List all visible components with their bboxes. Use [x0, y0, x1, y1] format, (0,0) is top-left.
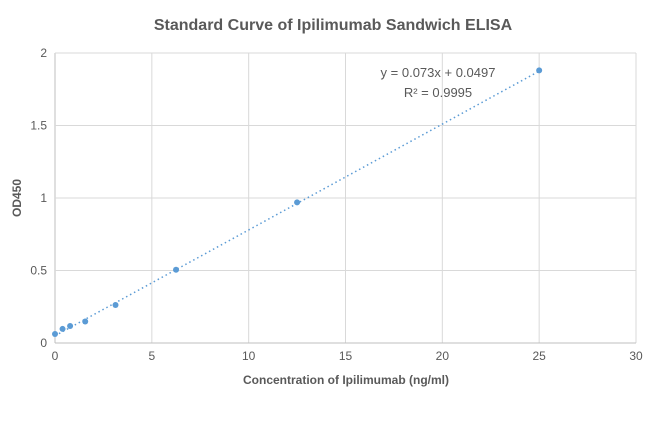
- x-tick-label: 15: [339, 349, 353, 363]
- y-tick-label: 1: [40, 191, 47, 205]
- data-point: [536, 67, 543, 74]
- y-tick-label: 0: [40, 336, 47, 350]
- equation-label: y = 0.073x + 0.0497: [381, 65, 496, 80]
- y-tick-label: 0.5: [30, 264, 47, 278]
- data-point: [59, 325, 66, 332]
- x-tick-label: 0: [52, 349, 59, 363]
- x-tick-label: 20: [436, 349, 450, 363]
- y-axis-label: OD450: [10, 179, 24, 217]
- chart-title: Standard Curve of Ipilimumab Sandwich EL…: [154, 17, 513, 34]
- data-point: [67, 323, 74, 330]
- x-tick-label: 10: [242, 349, 256, 363]
- data-point: [82, 318, 89, 325]
- y-tick-label: 1.5: [30, 119, 47, 133]
- tick-labels: 0 5 10 15 20 25 30 0 0.5 1 1.5 2: [30, 46, 643, 363]
- data-point: [294, 199, 301, 206]
- data-point: [52, 331, 58, 338]
- x-axis-label: Concentration of Ipilimumab (ng/ml): [243, 373, 449, 387]
- y-tick-label: 2: [40, 46, 47, 60]
- data-points: [52, 67, 543, 338]
- x-tick-label: 25: [532, 349, 546, 363]
- gridlines: [54, 52, 637, 344]
- data-point: [173, 266, 180, 273]
- x-tick-label: 5: [148, 349, 155, 363]
- data-point: [112, 302, 119, 309]
- r-squared-label: R² = 0.9995: [404, 85, 472, 100]
- x-tick-label: 30: [629, 349, 643, 363]
